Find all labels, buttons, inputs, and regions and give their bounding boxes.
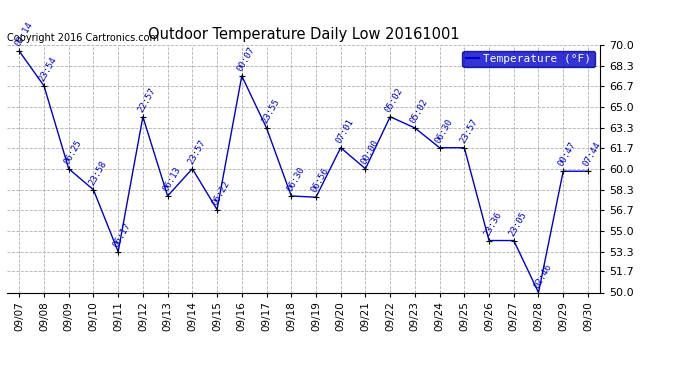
Text: 06:25: 06:25 — [62, 138, 83, 166]
Text: 07:44: 07:44 — [582, 141, 603, 168]
Text: 00:07: 00:07 — [235, 45, 257, 73]
Legend: Temperature (°F): Temperature (°F) — [462, 51, 595, 67]
Text: 00:47: 00:47 — [557, 141, 578, 168]
Text: 23:57: 23:57 — [458, 117, 479, 145]
Text: 05:02: 05:02 — [384, 86, 405, 114]
Text: 23:58: 23:58 — [87, 159, 108, 187]
Text: 06:56: 06:56 — [310, 166, 331, 194]
Text: 22:57: 22:57 — [137, 86, 158, 114]
Text: 23:55: 23:55 — [260, 98, 282, 125]
Text: 06:30: 06:30 — [285, 165, 306, 193]
Text: 06:17: 06:17 — [112, 221, 133, 249]
Text: 02:46: 02:46 — [532, 262, 553, 290]
Text: 09:14: 09:14 — [13, 21, 34, 48]
Text: 23:36: 23:36 — [482, 210, 504, 238]
Text: 06:13: 06:13 — [161, 165, 182, 193]
Text: 07:01: 07:01 — [334, 117, 355, 145]
Text: 06:30: 06:30 — [433, 117, 455, 145]
Text: 23:57: 23:57 — [186, 138, 207, 166]
Text: 00:00: 00:00 — [359, 138, 380, 166]
Text: 23:05: 23:05 — [507, 210, 529, 238]
Text: 05:02: 05:02 — [408, 98, 430, 125]
Title: Outdoor Temperature Daily Low 20161001: Outdoor Temperature Daily Low 20161001 — [148, 27, 460, 42]
Text: Copyright 2016 Cartronics.com: Copyright 2016 Cartronics.com — [7, 33, 159, 42]
Text: 23:54: 23:54 — [37, 55, 59, 83]
Text: 06:22: 06:22 — [210, 179, 232, 207]
